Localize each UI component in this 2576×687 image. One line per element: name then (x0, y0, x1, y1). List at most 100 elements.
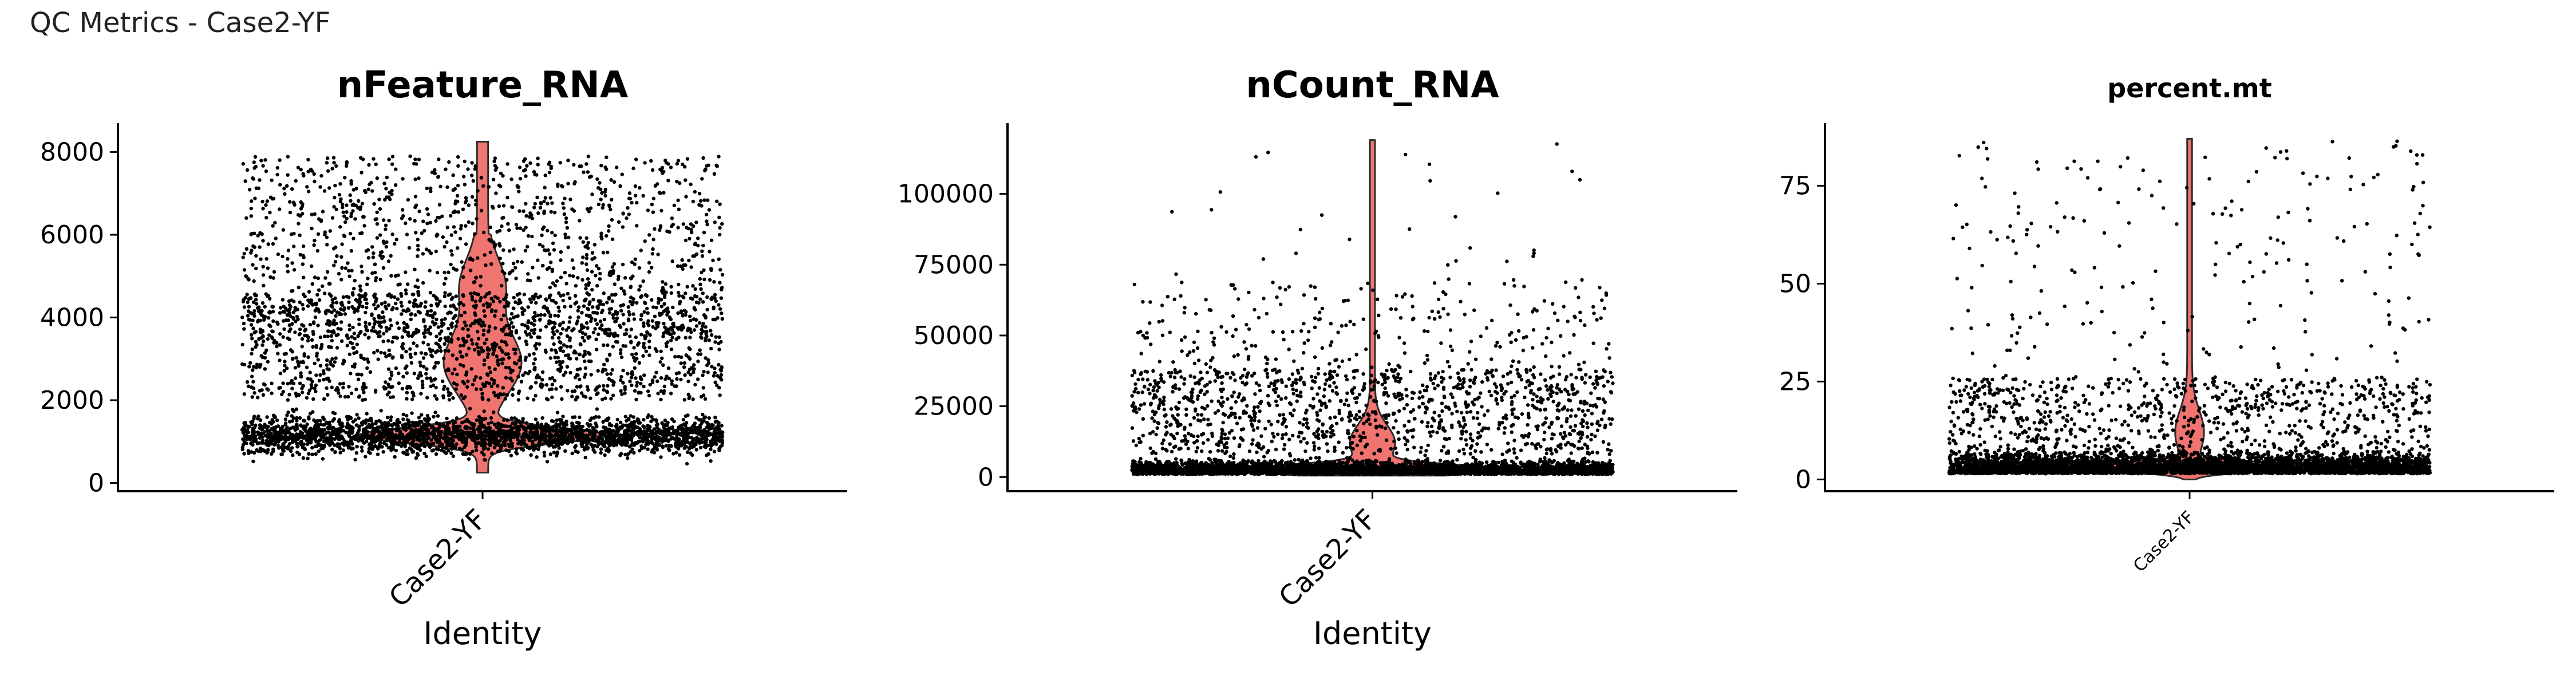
data-point (498, 244, 502, 248)
data-point (647, 339, 651, 344)
data-point (518, 355, 523, 359)
data-point (263, 449, 267, 453)
data-point (418, 420, 422, 424)
data-point (674, 337, 678, 341)
data-point (424, 454, 428, 459)
data-point (346, 261, 350, 265)
data-point (450, 440, 455, 444)
data-point (579, 342, 583, 347)
data-point (630, 353, 634, 357)
data-point (282, 352, 287, 356)
data-point (376, 357, 380, 361)
data-point (297, 452, 302, 456)
data-point (514, 362, 519, 366)
data-point (299, 207, 303, 211)
data-point (406, 198, 410, 202)
data-point (294, 356, 298, 360)
data-point (444, 428, 448, 432)
data-point (666, 306, 670, 310)
data-point (594, 274, 598, 278)
data-point (351, 236, 355, 240)
data-point (446, 335, 451, 339)
data-point (505, 195, 509, 200)
data-point (588, 206, 593, 210)
data-point (609, 178, 613, 182)
data-point (259, 354, 263, 358)
data-point (625, 328, 629, 332)
data-point (508, 424, 512, 428)
data-point (390, 188, 394, 193)
data-point (526, 372, 530, 376)
data-point (523, 371, 527, 375)
data-point (549, 260, 553, 264)
data-point (493, 168, 497, 172)
data-point (492, 436, 496, 440)
data-point (425, 310, 430, 314)
data-point (706, 163, 710, 167)
data-point (313, 239, 317, 243)
data-point (467, 203, 471, 207)
data-point (325, 358, 329, 362)
data-point (556, 336, 561, 340)
data-point (692, 363, 696, 367)
data-point (343, 266, 347, 270)
data-point (599, 451, 603, 455)
data-point (360, 423, 364, 427)
data-point (442, 294, 447, 298)
data-point (376, 320, 381, 324)
data-point (709, 444, 713, 448)
data-point (581, 255, 585, 259)
y-tick-label: 4000 (40, 303, 104, 333)
data-point (464, 196, 468, 200)
data-point (496, 421, 500, 425)
data-point (345, 203, 349, 207)
data-point (456, 337, 460, 341)
data-point (520, 439, 524, 443)
data-point (595, 322, 599, 326)
data-point (378, 323, 382, 327)
data-point (607, 295, 611, 299)
data-point (322, 334, 327, 338)
data-point (381, 339, 385, 344)
data-point (258, 178, 262, 182)
data-point (615, 424, 619, 428)
data-point (293, 366, 298, 370)
data-point (399, 301, 403, 305)
data-point (261, 264, 265, 269)
data-point (386, 294, 390, 298)
data-point (595, 264, 599, 268)
data-point (410, 411, 414, 415)
data-point (585, 268, 590, 272)
data-point (700, 270, 704, 275)
data-point (469, 338, 474, 342)
data-point (653, 431, 657, 435)
data-point (501, 262, 505, 266)
data-point (425, 413, 430, 418)
data-point (261, 334, 265, 338)
data-point (567, 356, 571, 361)
data-point (505, 418, 509, 423)
data-point (669, 392, 673, 396)
data-point (671, 223, 675, 227)
data-point (635, 200, 639, 205)
data-point (568, 336, 572, 340)
data-point (568, 198, 572, 202)
data-point (611, 345, 615, 349)
data-point (665, 229, 669, 234)
data-point (585, 291, 589, 295)
data-point (600, 206, 605, 210)
data-point (276, 252, 280, 256)
data-point (532, 331, 536, 335)
data-point (479, 346, 483, 350)
data-point (322, 189, 327, 193)
data-point (346, 269, 351, 273)
data-point (543, 196, 547, 200)
data-point (416, 238, 420, 242)
data-point (566, 245, 570, 250)
data-point (600, 191, 604, 195)
data-point (555, 453, 559, 458)
data-point (504, 293, 508, 297)
data-point (686, 226, 690, 231)
data-point (693, 242, 697, 247)
data-point (720, 443, 724, 448)
